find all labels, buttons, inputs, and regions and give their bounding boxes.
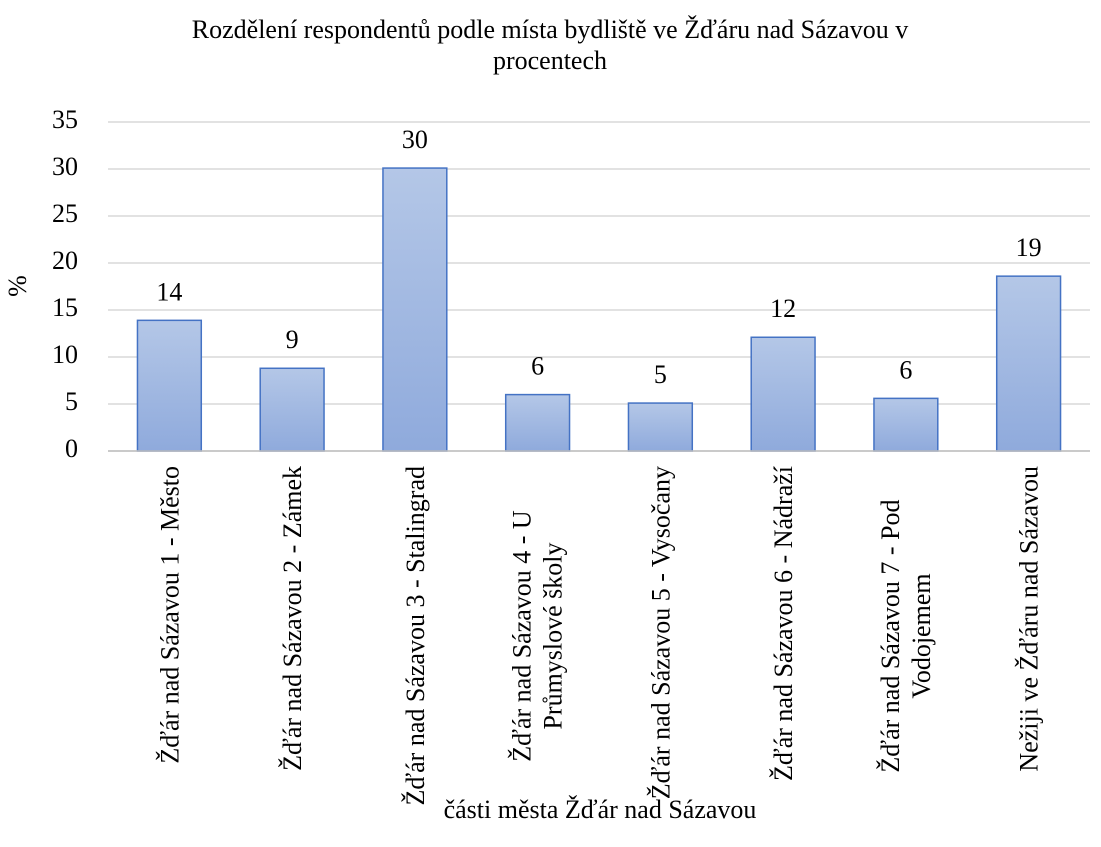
y-tick-label: 15 [52,293,78,322]
x-tick-box: Žďár nad Sázavou 2 - Zámek [232,466,352,811]
value-label: 5 [654,360,667,389]
x-tick-label: Nežiji ve Žďáru nad Sázavou [1014,466,1044,772]
x-tick-group: Žďár nad Sázavou 7 - Pod Vodojemem [846,466,966,811]
value-label: 30 [402,125,428,154]
x-tick-label: Žďár nad Sázavou 5 - Vysočany [645,466,675,800]
x-tick-group: Žďár nad Sázavou 2 - Zámek [232,466,352,811]
x-tick-box: Nežiji ve Žďáru nad Sázavou [969,466,1089,811]
x-tick-box: Žďár nad Sázavou 3 - Stalingrad [355,466,475,811]
x-tick-label: Žďár nad Sázavou 4 - U Průmyslové školy [507,510,568,762]
y-axis-title: % [3,275,32,297]
y-tick-label: 35 [52,105,78,134]
value-label: 6 [531,352,544,381]
x-tick-label: Žďár nad Sázavou 3 - Stalingrad [400,466,430,806]
bar [136,319,203,452]
value-label: 12 [770,294,796,323]
x-tick-label: Žďár nad Sázavou 7 - Pod Vodojemem [875,499,936,773]
x-tick-wrap: Žďár nad Sázavou 3 - Stalingrad [355,466,475,811]
x-tick-label: Žďár nad Sázavou 6 - Nádraží [768,466,798,781]
value-label: 19 [1016,233,1042,262]
x-tick-group: Žďár nad Sázavou 4 - U Průmyslové školy [478,466,598,811]
x-tick-wrap: Žďár nad Sázavou 1 - Město [109,466,229,811]
bar [750,336,816,452]
value-label: 9 [286,325,299,354]
x-tick-wrap: Nežiji ve Žďáru nad Sázavou [969,466,1089,811]
x-tick-box: Žďár nad Sázavou 4 - U Průmyslové školy [478,466,598,811]
bar [259,367,325,452]
x-tick-label: Žďár nad Sázavou 1 - Město [154,466,184,764]
x-tick-group: Žďár nad Sázavou 3 - Stalingrad [355,466,475,811]
x-tick-wrap: Žďár nad Sázavou 2 - Zámek [232,466,352,811]
x-tick-box: Žďár nad Sázavou 7 - Pod Vodojemem [846,466,966,811]
bar [873,397,939,452]
x-tick-group: Žďár nad Sázavou 5 - Vysočany [600,466,720,811]
x-tick-box: Žďár nad Sázavou 1 - Město [109,466,229,811]
x-tick-group: Žďár nad Sázavou 6 - Nádraží [723,466,843,811]
x-tick-box: Žďár nad Sázavou 6 - Nádraží [723,466,843,811]
title-box: Rozdělení respondentů podle místa bydliš… [191,15,909,75]
x-tick-wrap: Žďár nad Sázavou 5 - Vysočany [600,466,720,811]
y-tick-label: 10 [52,340,78,369]
bar [382,167,448,452]
x-tick-label: Žďár nad Sázavou 2 - Zámek [277,466,307,771]
y-tick-label: 0 [65,434,78,463]
x-tick-group: Žďár nad Sázavou 1 - Město [109,466,229,811]
bar [995,275,1062,452]
y-tick-label: 20 [52,246,78,275]
x-tick-wrap: Žďár nad Sázavou 7 - Pod Vodojemem [846,466,966,811]
x-tick-wrap: Žďár nad Sázavou 6 - Nádraží [723,466,843,811]
x-tick-box: Žďár nad Sázavou 5 - Vysočany [600,466,720,811]
bar [504,393,571,452]
bar [627,402,694,452]
y-tick-label: 25 [52,199,78,228]
x-tick-wrap: Žďár nad Sázavou 4 - U Průmyslové školy [478,466,598,811]
x-tick-group: Nežiji ve Žďáru nad Sázavou [969,466,1089,811]
value-label: 6 [899,355,912,384]
x-axis-title: části města Žďár nad Sázavou [444,795,757,824]
y-tick-label: 30 [52,152,78,181]
chart-title: Rozdělení respondentů podle místa bydliš… [191,15,909,75]
y-tick-label: 5 [65,387,78,416]
value-label: 14 [156,277,182,306]
